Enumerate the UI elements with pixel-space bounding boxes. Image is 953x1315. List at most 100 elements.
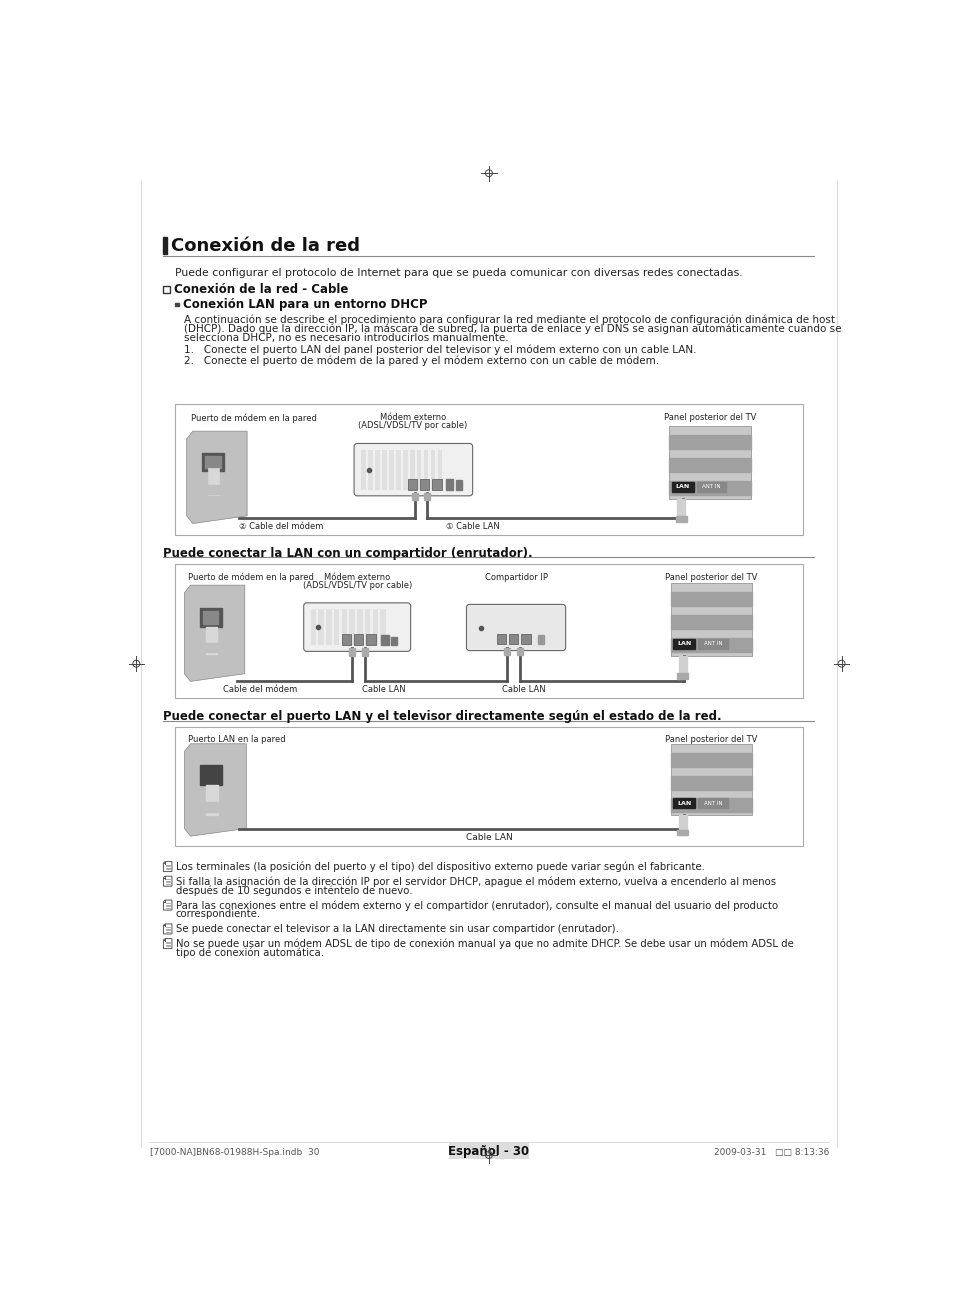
Bar [670,798,752,811]
Bar [673,639,695,650]
Bar [366,634,375,646]
Bar [445,479,453,489]
Bar [174,404,802,535]
Bar [677,830,687,835]
Polygon shape [163,924,172,934]
Polygon shape [163,861,172,872]
Text: correspondiente.: correspondiente. [175,909,261,919]
Bar [326,609,332,646]
Text: (DHCP). Dado que la dirección IP, la máscara de subred, la puerta de enlace y el: (DHCP). Dado que la dirección IP, la más… [184,323,841,334]
Bar [412,493,418,501]
FancyBboxPatch shape [303,602,410,651]
Text: después de 10 segundos e inténtelo de nuevo.: después de 10 segundos e inténtelo de nu… [175,885,412,896]
Bar [334,609,339,646]
Polygon shape [163,939,172,948]
Bar [402,450,407,489]
Text: Puede conectar la LAN con un compartidor (enrutador).: Puede conectar la LAN con un compartidor… [163,547,533,560]
Bar [163,237,167,254]
Bar [423,450,428,489]
Bar [407,479,416,489]
Bar [381,635,389,646]
Bar [202,452,224,471]
Bar [391,636,397,646]
Bar [380,609,385,646]
Text: ANT IN: ANT IN [703,642,721,646]
Bar [203,611,218,623]
Bar [670,753,752,767]
Text: ① Cable LAN: ① Cable LAN [446,522,499,531]
Text: Si falla la asignación de la dirección IP por el servidor DHCP, apague el módem : Si falla la asignación de la dirección I… [175,876,775,886]
Bar [204,802,220,811]
Bar [679,814,686,835]
Bar [206,785,218,814]
Bar [341,634,351,646]
Bar [509,634,517,644]
Text: LAN: LAN [675,484,689,489]
Bar [174,727,802,846]
Text: Conexión LAN para un entorno DHCP: Conexión LAN para un entorno DHCP [183,297,427,310]
Bar [537,635,543,644]
Bar [497,634,505,644]
Bar [375,450,379,489]
Bar [669,426,750,498]
Bar [356,609,362,646]
Text: Cable LAN: Cable LAN [465,834,512,842]
Text: Módem externo: Módem externo [379,413,446,422]
Bar [204,643,219,652]
Text: Puerto de módem en la pared: Puerto de módem en la pared [191,413,316,423]
Text: ② Cable del módem: ② Cable del módem [239,522,323,531]
Text: Puerto LAN en la pared: Puerto LAN en la pared [188,735,286,743]
Text: Los terminales (la posición del puerto y el tipo) del dispositivo externo puede : Los terminales (la posición del puerto y… [175,861,704,872]
Bar [670,592,752,606]
Bar [670,776,752,790]
Bar [456,480,461,489]
Text: Cable LAN: Cable LAN [501,685,545,694]
Bar [698,639,727,650]
Bar [675,515,686,522]
Bar [368,450,373,489]
Bar [521,634,530,644]
Text: No se puede usar un módem ADSL de tipo de conexión manual ya que no admite DHCP.: No se puede usar un módem ADSL de tipo d… [175,939,793,949]
Polygon shape [184,744,246,836]
Polygon shape [163,899,172,910]
Text: LAN: LAN [677,801,691,806]
Bar [410,450,415,489]
Text: Puede configurar el protocolo de Internet para que se pueda comunicar con divers: Puede configurar el protocolo de Interne… [174,268,741,277]
Polygon shape [184,585,245,681]
FancyBboxPatch shape [354,443,472,496]
Bar [448,1144,529,1159]
Text: LAN: LAN [677,642,691,646]
Bar [360,450,365,489]
Text: Cable del módem: Cable del módem [223,685,297,694]
Bar [373,609,377,646]
Text: Panel posterior del TV: Panel posterior del TV [664,573,757,581]
Bar [208,468,219,494]
Text: (ADSL/VDSL/TV por cable): (ADSL/VDSL/TV por cable) [302,580,412,589]
Bar [174,564,802,698]
Text: Puede conectar el puerto LAN y el televisor directamente según el estado de la r: Puede conectar el puerto LAN y el televi… [163,710,721,723]
Text: Español - 30: Español - 30 [448,1144,529,1157]
Text: Compartidor IP: Compartidor IP [484,573,547,581]
Bar [174,302,179,306]
Bar [669,435,750,448]
Polygon shape [187,431,247,523]
Bar [318,609,323,646]
Text: Puerto de módem en la pared: Puerto de módem en la pared [188,573,314,583]
Bar [431,450,435,489]
Bar [423,493,430,501]
Bar [341,609,347,646]
Bar [670,638,752,652]
Bar [349,609,355,646]
Bar [677,498,684,521]
Text: 2009-03-31   □□ 8:13:36: 2009-03-31 □□ 8:13:36 [713,1148,828,1157]
Bar [206,627,216,654]
Bar [389,450,394,489]
FancyBboxPatch shape [466,605,565,651]
Bar [381,450,386,489]
Bar [348,648,355,656]
Bar [205,456,220,468]
Text: A continuación se describe el procedimiento para configurar la red mediante el p: A continuación se describe el procedimie… [184,314,835,325]
Polygon shape [163,876,172,886]
Text: tipo de conexión automática.: tipo de conexión automática. [175,948,323,959]
Bar [696,483,725,492]
